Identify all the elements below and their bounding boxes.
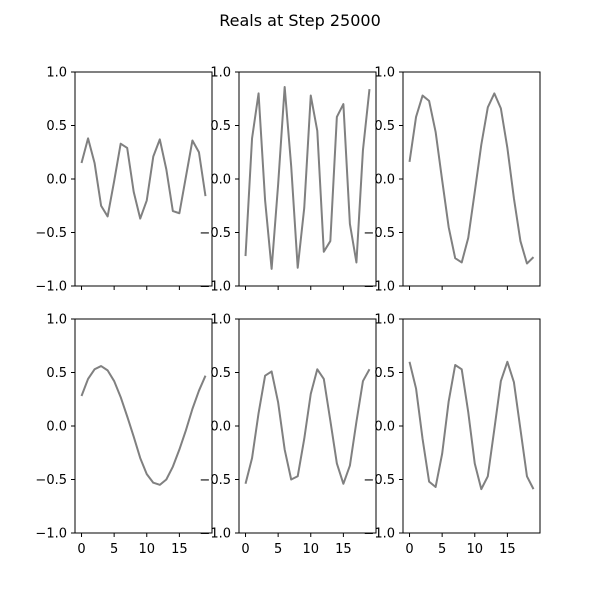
axes-frame <box>402 71 541 287</box>
subplot-6: −1.0 −0.5 0.0 0.5 1.0 0 5 10 15 <box>363 313 541 557</box>
series-line <box>408 92 535 265</box>
y-tick-label: −0.5 <box>363 226 395 241</box>
y-tick-label: −0.5 <box>199 473 231 488</box>
y-tick-label: 0.5 <box>46 119 67 134</box>
y-tick-label: 1.0 <box>210 313 231 328</box>
y-tick-label: 0.0 <box>210 173 231 188</box>
series-line <box>408 360 535 491</box>
y-tick-label: 0.0 <box>374 420 395 435</box>
y-tick-label: 1.0 <box>46 313 67 328</box>
x-tick-label: 10 <box>138 542 155 557</box>
subplot-2: −1.0 −0.5 0.0 0.5 1.0 <box>199 66 377 295</box>
y-tick-label: −0.5 <box>199 226 231 241</box>
y-tick-label: 1.0 <box>210 66 231 81</box>
x-tick-label: 0 <box>405 542 413 557</box>
y-tick-label: −1.0 <box>35 527 67 542</box>
x-tick-label: 15 <box>499 542 516 557</box>
axes-frame <box>74 318 213 534</box>
x-tick-label: 10 <box>466 542 483 557</box>
y-tick-label: 0.5 <box>46 366 67 381</box>
y-tick-label: 0.5 <box>374 366 395 381</box>
y-tick-label: 0.0 <box>210 420 231 435</box>
series-line <box>244 85 371 270</box>
x-tick-label: 5 <box>110 542 118 557</box>
x-tick-label: 5 <box>274 542 282 557</box>
x-tick-label: 15 <box>171 542 188 557</box>
y-tick-label: −1.0 <box>199 280 231 295</box>
x-tick-label: 0 <box>241 542 249 557</box>
y-tick-label: −0.5 <box>363 473 395 488</box>
y-tick-label: −0.5 <box>35 473 67 488</box>
subplot-3: −1.0 −0.5 0.0 0.5 1.0 <box>363 66 541 295</box>
y-tick-label: 0.5 <box>210 119 231 134</box>
y-tick-label: 0.0 <box>374 173 395 188</box>
y-tick-label: −1.0 <box>363 280 395 295</box>
series-line <box>244 368 371 485</box>
series-line <box>80 365 207 486</box>
figure-title: Reals at Step 25000 <box>219 11 381 30</box>
y-tick-label: 0.5 <box>374 119 395 134</box>
subplot-5: −1.0 −0.5 0.0 0.5 1.0 0 5 10 15 <box>199 313 377 557</box>
y-tick-label: −1.0 <box>199 527 231 542</box>
x-tick-label: 0 <box>77 542 85 557</box>
y-tick-label: 1.0 <box>374 66 395 81</box>
y-tick-label: −0.5 <box>35 226 67 241</box>
y-tick-label: −1.0 <box>35 280 67 295</box>
y-tick-label: −1.0 <box>363 527 395 542</box>
subplot-4: −1.0 −0.5 0.0 0.5 1.0 0 5 10 15 <box>35 313 213 557</box>
x-tick-label: 10 <box>302 542 319 557</box>
x-tick-label: 5 <box>438 542 446 557</box>
x-tick-label: 15 <box>335 542 352 557</box>
subplot-1: −1.0 −0.5 0.0 0.5 1.0 <box>35 66 213 295</box>
y-tick-label: 1.0 <box>46 66 67 81</box>
y-tick-label: 1.0 <box>374 313 395 328</box>
y-tick-label: 0.0 <box>46 420 67 435</box>
y-tick-label: 0.5 <box>210 366 231 381</box>
y-tick-label: 0.0 <box>46 173 67 188</box>
axes-frame <box>74 71 213 287</box>
series-line <box>80 137 207 220</box>
